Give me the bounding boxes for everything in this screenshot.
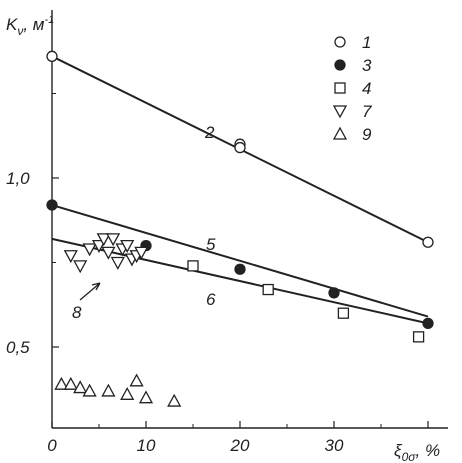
series-7-point <box>110 256 125 270</box>
series-7-point <box>91 239 107 253</box>
series-9-point <box>167 393 182 407</box>
y-tick-label: 0,5 <box>6 338 30 357</box>
series-9-point <box>73 380 88 394</box>
legend-marker-3 <box>334 59 346 71</box>
fit-line-label-2: 2 <box>204 123 215 142</box>
series-9-point <box>138 390 154 404</box>
series-9-point <box>101 383 116 397</box>
annotation-arrow-8 <box>79 282 101 301</box>
x-tick-label: 30 <box>325 436 344 455</box>
series-7-point <box>82 243 97 257</box>
legend-label-1: 1 <box>362 33 371 52</box>
y-axis-title: Kν, м-1 <box>6 14 54 38</box>
legend-label-3: 3 <box>362 56 372 75</box>
legend: 1 3 4 7 9 <box>332 33 372 144</box>
series-1-point <box>46 50 58 62</box>
series-7-point <box>101 246 116 260</box>
series-9-point <box>63 376 78 390</box>
series-4-point <box>337 307 350 319</box>
series-3-point <box>422 317 434 329</box>
series-4-point <box>412 331 425 343</box>
legend-marker-1 <box>334 36 346 48</box>
fit-line-label-6: 6 <box>206 290 216 309</box>
legend-label-9: 9 <box>362 125 372 144</box>
series-7-point <box>63 250 78 264</box>
series-7-point <box>134 246 149 260</box>
fit-line-6 <box>51 237 429 325</box>
axes: 0 10 20 30 1,0 0,5 <box>6 10 448 455</box>
series-9-point <box>82 383 97 397</box>
series-9-point <box>129 373 144 387</box>
x-tick-label: 0 <box>47 436 57 455</box>
series-1-point <box>422 236 434 248</box>
annotation-label-8: 8 <box>72 303 82 322</box>
series-7-point <box>106 233 121 247</box>
x-axis-title: ξ0σ, % <box>394 441 440 463</box>
x-tick-label: 20 <box>230 436 250 455</box>
legend-label-4: 4 <box>362 79 371 98</box>
series-3-point <box>46 199 58 211</box>
series-4-point <box>262 283 274 296</box>
legend-marker-9 <box>332 126 348 140</box>
series-3-point <box>234 263 246 275</box>
fit-line-5 <box>51 204 429 318</box>
series-1-point <box>234 141 246 154</box>
series-9-point <box>54 376 69 390</box>
series-7-point <box>96 233 111 247</box>
series-4-point <box>187 260 199 272</box>
fit-line-label-5: 5 <box>206 235 216 254</box>
y-tick-label: 1,0 <box>6 169 30 188</box>
data-points <box>46 50 434 407</box>
series-7-point <box>120 239 135 253</box>
legend-marker-7 <box>332 105 348 119</box>
series-3-point <box>328 287 340 299</box>
legend-label-7: 7 <box>362 102 372 121</box>
series-9-point <box>120 386 135 400</box>
series-7-point <box>73 260 88 274</box>
x-tick-label: 10 <box>137 436 156 455</box>
legend-marker-4 <box>334 82 346 94</box>
fit-lines: 2 5 6 <box>51 55 429 325</box>
